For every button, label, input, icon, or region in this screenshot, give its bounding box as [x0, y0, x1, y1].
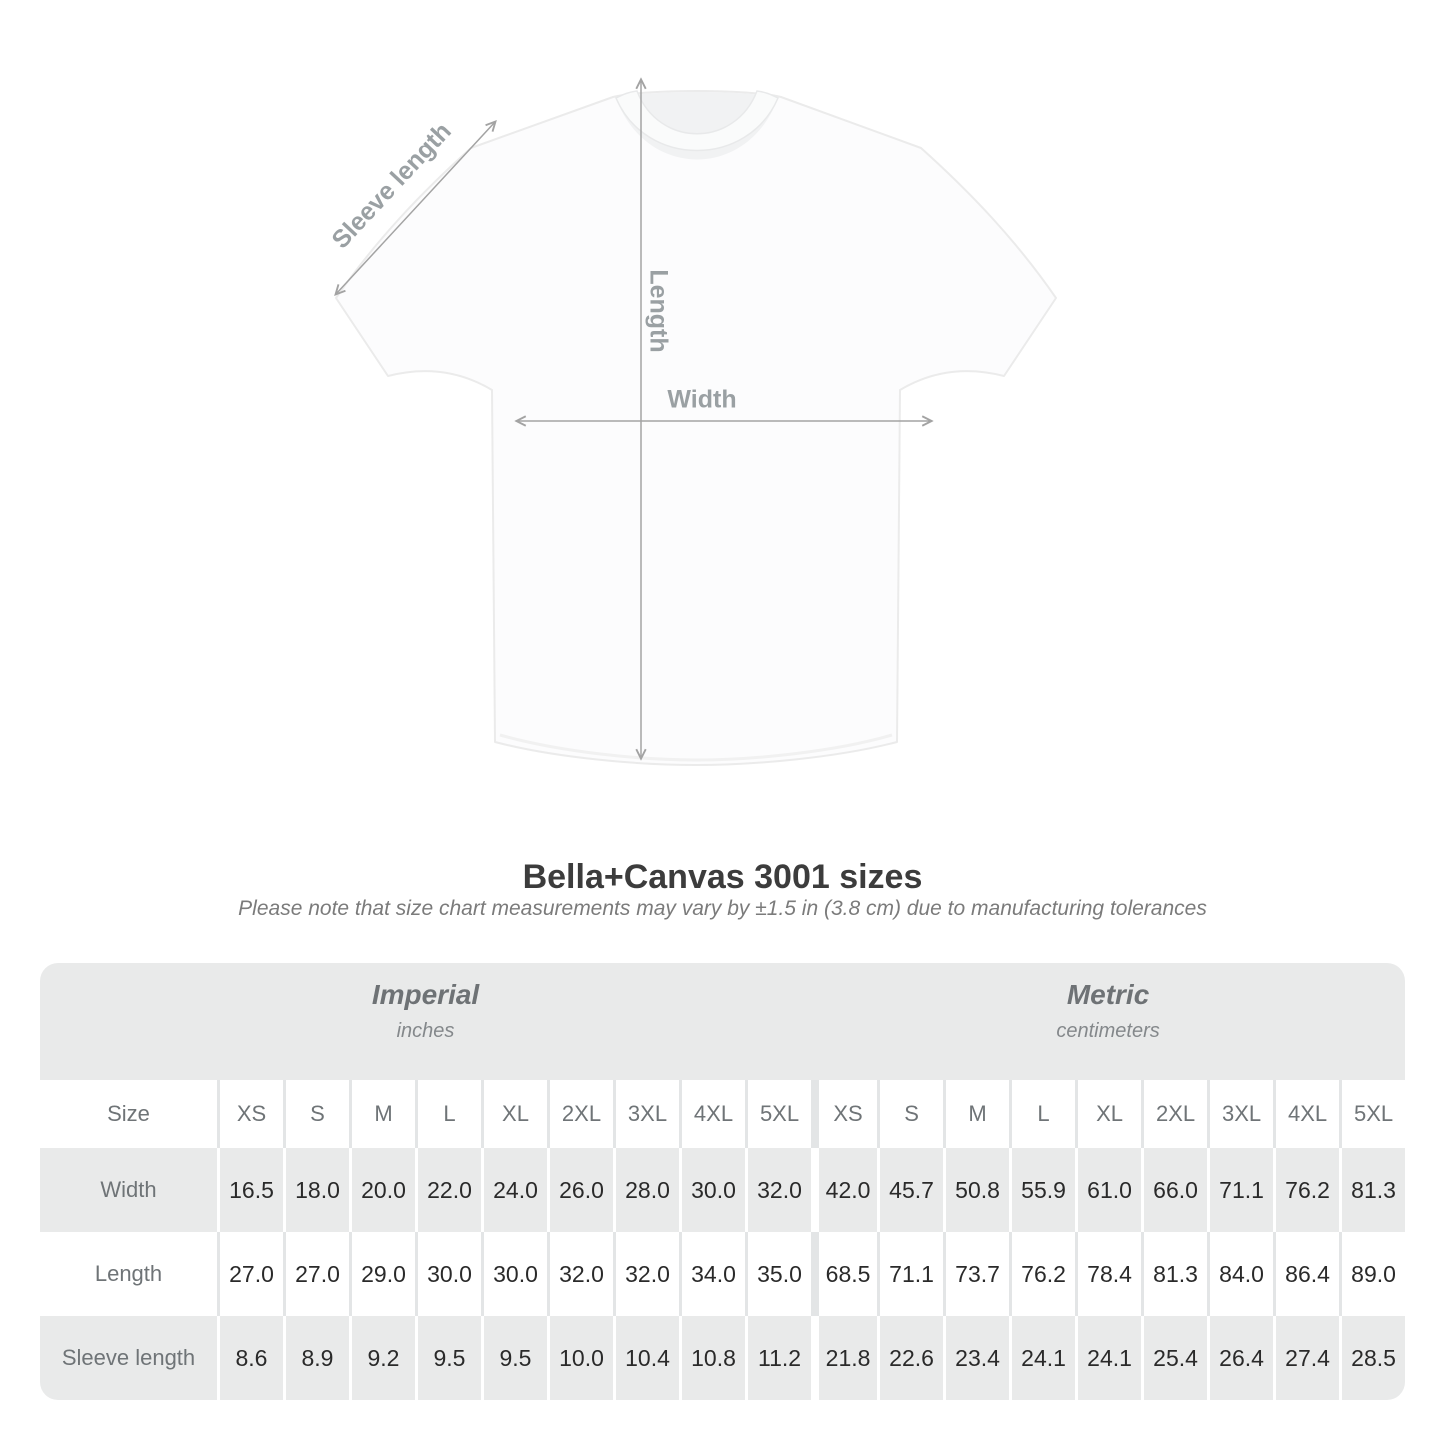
- value-cell: 84.0: [1207, 1232, 1273, 1316]
- value-cell: 45.7: [877, 1148, 943, 1232]
- value-cell: 10.4: [613, 1316, 679, 1400]
- value-cell: 71.1: [1207, 1148, 1273, 1232]
- value-cell: 86.4: [1273, 1232, 1339, 1316]
- value-cell: 16.5: [217, 1148, 283, 1232]
- value-cell: 89.0: [1339, 1232, 1405, 1316]
- row-label: Length: [94, 1261, 163, 1286]
- length-arrow-label: Length: [644, 269, 673, 353]
- value-cell: 34.0: [679, 1232, 745, 1316]
- value-cell: 28.5: [1339, 1316, 1405, 1400]
- size-header-cell: M: [349, 1080, 415, 1148]
- value-cell: 30.0: [415, 1232, 481, 1316]
- tshirt-neck-opening: [616, 92, 778, 160]
- size-header-row: Size XS S M L XL 2XL 3XL 4XL 5XL XS S M …: [40, 1080, 1406, 1148]
- value-cell: 24.1: [1075, 1316, 1141, 1400]
- size-header-cell: S: [283, 1080, 349, 1148]
- imperial-section-header: Imperial inches: [40, 963, 812, 1080]
- size-header-cell: 4XL: [679, 1080, 745, 1148]
- value-cell: 27.4: [1273, 1316, 1339, 1400]
- value-cell: 50.8: [943, 1148, 1009, 1232]
- value-cell: 28.0: [613, 1148, 679, 1232]
- row-label: Width: [100, 1177, 157, 1202]
- value-cell: 29.0: [349, 1232, 415, 1316]
- value-cell: 76.2: [1009, 1232, 1075, 1316]
- size-header-cell: 5XL: [745, 1080, 811, 1148]
- size-column-header: Size: [107, 1101, 150, 1126]
- shirt-measurement-diagram: Sleeve length Length Width: [0, 0, 1057, 766]
- value-cell: 55.9: [1009, 1148, 1075, 1232]
- value-cell: 27.0: [283, 1232, 349, 1316]
- size-header-cell: L: [415, 1080, 481, 1148]
- value-cell: 23.4: [943, 1316, 1009, 1400]
- value-cell: 32.0: [613, 1232, 679, 1316]
- value-cell: 8.9: [283, 1316, 349, 1400]
- value-cell: 22.0: [415, 1148, 481, 1232]
- size-header-cell: 2XL: [1141, 1080, 1207, 1148]
- width-row: Width 16.5 18.0 20.0 22.0 24.0 26.0 28.0…: [40, 1148, 1406, 1232]
- metric-subtitle: centimeters: [1056, 1020, 1160, 1042]
- metric-section-header: Metric centimeters: [811, 963, 1406, 1080]
- value-cell: 42.0: [811, 1148, 877, 1232]
- value-cell: 73.7: [943, 1232, 1009, 1316]
- value-cell: 81.3: [1339, 1148, 1405, 1232]
- value-cell: 76.2: [1273, 1148, 1339, 1232]
- value-cell: 22.6: [877, 1316, 943, 1400]
- value-cell: 27.0: [217, 1232, 283, 1316]
- value-cell: 30.0: [679, 1148, 745, 1232]
- size-header-cell: XL: [481, 1080, 547, 1148]
- size-chart-table: Imperial inches Metric centimeters Size …: [40, 963, 1406, 1400]
- value-cell: 8.6: [217, 1316, 283, 1400]
- value-cell: 61.0: [1075, 1148, 1141, 1232]
- size-header-cell: 5XL: [1339, 1080, 1405, 1148]
- tshirt-hem-shading: [499, 733, 893, 762]
- size-header-cell: 3XL: [1207, 1080, 1273, 1148]
- value-cell: 21.8: [811, 1316, 877, 1400]
- tshirt-illustration: [0, 0, 1057, 766]
- value-cell: 78.4: [1075, 1232, 1141, 1316]
- value-cell: 66.0: [1141, 1148, 1207, 1232]
- size-header-cell: 2XL: [547, 1080, 613, 1148]
- value-cell: 71.1: [877, 1232, 943, 1316]
- tshirt-body-shape: [335, 90, 1057, 766]
- size-header-cell: 3XL: [613, 1080, 679, 1148]
- sleeve-length-row: Sleeve length 8.6 8.9 9.2 9.5 9.5 10.0 1…: [40, 1316, 1406, 1400]
- value-cell: 32.0: [745, 1148, 811, 1232]
- value-cell: 9.2: [349, 1316, 415, 1400]
- value-cell: 26.4: [1207, 1316, 1273, 1400]
- tolerance-note: Please note that size chart measurements…: [238, 897, 1207, 920]
- value-cell: 24.1: [1009, 1316, 1075, 1400]
- size-header-cell: 4XL: [1273, 1080, 1339, 1148]
- value-cell: 68.5: [811, 1232, 877, 1316]
- imperial-subtitle: inches: [396, 1020, 455, 1042]
- metric-title: Metric: [1066, 979, 1150, 1010]
- value-cell: 10.8: [679, 1316, 745, 1400]
- value-cell: 9.5: [481, 1316, 547, 1400]
- value-cell: 9.5: [415, 1316, 481, 1400]
- page-title: Bella+Canvas 3001 sizes: [522, 858, 923, 896]
- value-cell: 20.0: [349, 1148, 415, 1232]
- size-header-cell: L: [1009, 1080, 1075, 1148]
- sleeve-measure-arrow: [336, 122, 495, 294]
- imperial-title: Imperial: [371, 979, 480, 1010]
- row-label: Sleeve length: [61, 1345, 196, 1370]
- unit-band-row: Imperial inches Metric centimeters: [40, 963, 1406, 1080]
- value-cell: 26.0: [547, 1148, 613, 1232]
- value-cell: 18.0: [283, 1148, 349, 1232]
- value-cell: 35.0: [745, 1232, 811, 1316]
- size-header-cell: XL: [1075, 1080, 1141, 1148]
- value-cell: 81.3: [1141, 1232, 1207, 1316]
- size-header-cell: XS: [811, 1080, 877, 1148]
- size-header-cell: S: [877, 1080, 943, 1148]
- value-cell: 32.0: [547, 1232, 613, 1316]
- value-cell: 24.0: [481, 1148, 547, 1232]
- value-cell: 10.0: [547, 1316, 613, 1400]
- width-arrow-label: Width: [667, 385, 737, 414]
- value-cell: 11.2: [745, 1316, 811, 1400]
- size-header-cell: XS: [217, 1080, 283, 1148]
- size-header-cell: M: [943, 1080, 1009, 1148]
- value-cell: 30.0: [481, 1232, 547, 1316]
- length-row: Length 27.0 27.0 29.0 30.0 30.0 32.0 32.…: [40, 1232, 1406, 1316]
- value-cell: 25.4: [1141, 1316, 1207, 1400]
